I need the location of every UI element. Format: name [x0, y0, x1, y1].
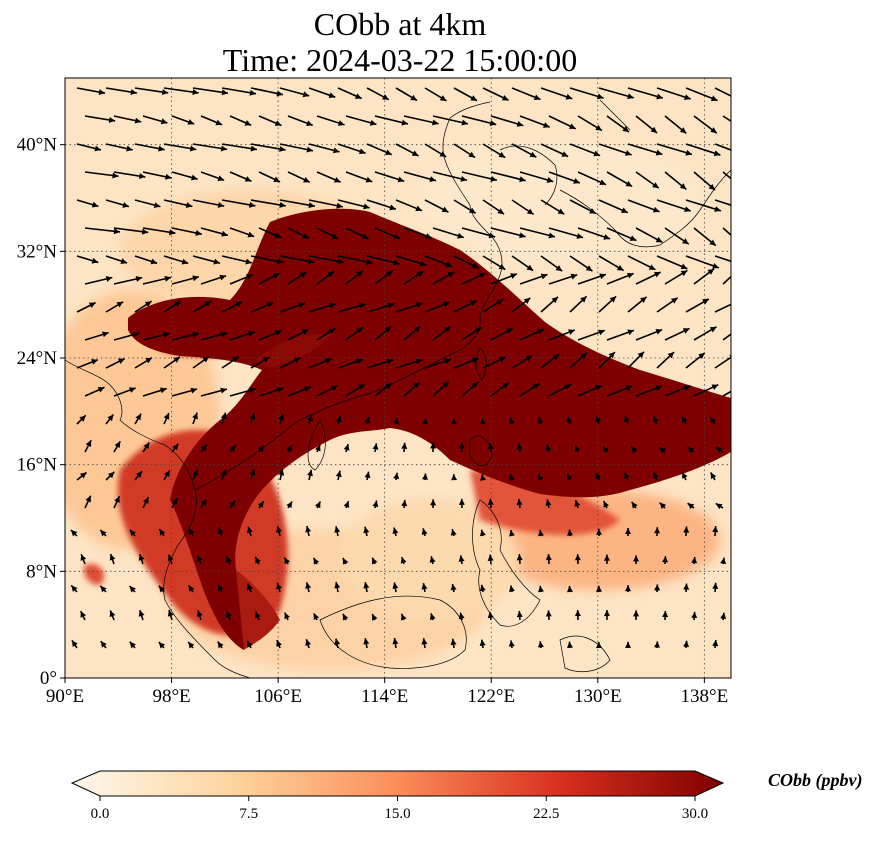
colorbar-label: CObb (ppbv)	[768, 770, 862, 791]
lat-tick-label: 8°N	[26, 561, 57, 582]
lon-tick-label: 106°E	[254, 686, 302, 707]
lon-tick-label: 130°E	[574, 686, 622, 707]
colorbar-tick-label: 15.0	[384, 806, 410, 823]
colorbar-tick-label: 22.5	[533, 806, 559, 823]
colorbar	[72, 771, 723, 801]
colorbar-tick-label: 0.0	[91, 806, 110, 823]
lon-tick-label: 122°E	[467, 686, 515, 707]
lon-tick-label: 90°E	[46, 686, 84, 707]
lat-tick-label: 16°N	[17, 455, 58, 476]
lat-tick-label: 0°	[40, 668, 57, 689]
map-plot-area	[40, 78, 750, 678]
colorbar-tick-label: 30.0	[682, 806, 708, 823]
lat-tick-label: 32°N	[17, 241, 58, 262]
colorbar-tick-label: 7.5	[239, 806, 258, 823]
lon-tick-label: 98°E	[152, 686, 190, 707]
lon-tick-label: 138°E	[681, 686, 729, 707]
colorbar-ticks	[100, 796, 695, 801]
lat-tick-label: 24°N	[17, 348, 58, 369]
lat-tick-label: 40°N	[17, 135, 58, 156]
colorbar-gradient	[72, 771, 723, 796]
lon-tick-label: 114°E	[361, 686, 408, 707]
